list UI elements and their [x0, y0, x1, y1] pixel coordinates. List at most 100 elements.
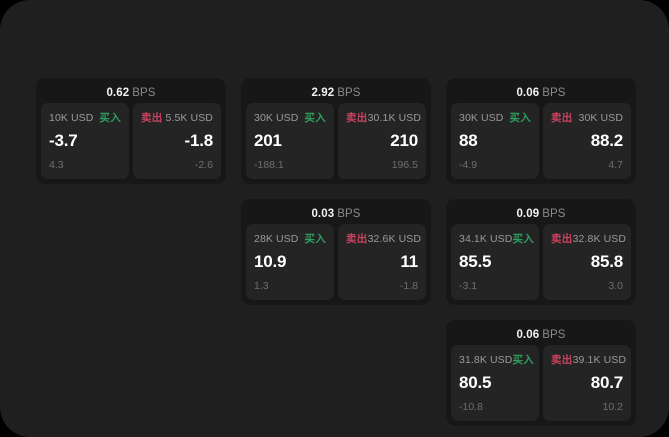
column-3: 0.06 BPS 30K USD 买入 88 -4.9 卖出 30K USD 88.2 4.7 0.… — [446, 78, 636, 426]
sell-panel[interactable]: 卖出 30K USD 88.2 4.7 — [543, 103, 631, 179]
bps-card-board: 0.62 BPS 10K USD 买入 -3.7 4.3 卖出 5.5K USD -1.8 -2.… — [36, 78, 636, 426]
buy-size-label: 28K USD — [254, 233, 299, 245]
side-row: 10K USD 买入 -3.7 4.3 卖出 5.5K USD -1.8 -2.6 — [41, 103, 221, 179]
sell-delta: -2.6 — [194, 159, 213, 171]
side-row: 30K USD 买入 88 -4.9 卖出 30K USD 88.2 4.7 — [451, 103, 631, 179]
bps-unit-label: BPS — [337, 87, 361, 99]
column-2: 2.92 BPS 30K USD 买入 201 -188.1 卖出 30.1K USD 210 1… — [241, 78, 431, 305]
panel-header: 28K USD 买入 — [254, 231, 326, 245]
buy-tag: 买入 — [512, 354, 535, 366]
card-0-03[interactable]: 0.03 BPS 28K USD 买入 10.9 1.3 卖出 32.6K USD 11 -1.8 — [241, 199, 431, 305]
buy-size-label: 31.8K USD — [459, 354, 513, 366]
buy-delta: -10.8 — [459, 401, 483, 413]
sell-size-label: 5.5K USD — [165, 112, 213, 124]
buy-delta: -188.1 — [254, 159, 284, 171]
bps-value: 0.09 — [516, 208, 540, 220]
buy-delta: -3.1 — [459, 280, 478, 292]
sell-tag: 卖出 — [141, 112, 163, 124]
bps-header: 2.92 BPS — [246, 83, 426, 103]
sell-tag: 卖出 — [551, 233, 573, 245]
sell-tag: 卖出 — [551, 354, 573, 366]
buy-tag: 买入 — [509, 112, 531, 124]
panel-header: 卖出 32.6K USD — [346, 231, 422, 245]
panel-header: 卖出 39.1K USD — [551, 352, 627, 366]
buy-price: 10.9 — [254, 252, 287, 271]
bps-unit-label: BPS — [542, 208, 566, 220]
panel-header: 34.1K USD 买入 — [459, 231, 535, 245]
bps-unit-label: BPS — [542, 329, 566, 341]
card-0-62[interactable]: 0.62 BPS 10K USD 买入 -3.7 4.3 卖出 5.5K USD -1.8 -2.… — [36, 78, 226, 184]
buy-panel[interactable]: 28K USD 买入 10.9 1.3 — [246, 224, 334, 300]
buy-tag: 买入 — [304, 112, 326, 124]
panel-header: 卖出 5.5K USD — [141, 110, 213, 124]
bps-value: 0.06 — [516, 329, 540, 341]
card-0-09[interactable]: 0.09 BPS 34.1K USD 买入 85.5 -3.1 卖出 32.8K USD 85.… — [446, 199, 636, 305]
card-0-06-b[interactable]: 0.06 BPS 31.8K USD 买入 80.5 -10.8 卖出 39.1K USD 80… — [446, 320, 636, 426]
buy-size-label: 30K USD — [459, 112, 504, 124]
sell-price: 88.2 — [590, 131, 623, 150]
sell-tag: 卖出 — [346, 112, 368, 124]
bps-unit-label: BPS — [542, 87, 566, 99]
bps-unit-label: BPS — [132, 87, 156, 99]
sell-size-label: 32.6K USD — [367, 233, 422, 245]
card-2-92[interactable]: 2.92 BPS 30K USD 买入 201 -188.1 卖出 30.1K USD 210 1… — [241, 78, 431, 184]
sell-delta: -1.8 — [399, 280, 418, 292]
buy-tag: 买入 — [512, 233, 535, 245]
sell-size-label: 39.1K USD — [572, 354, 627, 366]
side-row: 28K USD 买入 10.9 1.3 卖出 32.6K USD 11 -1.8 — [246, 224, 426, 300]
panel-header: 30K USD 买入 — [254, 110, 326, 124]
buy-size-label: 34.1K USD — [459, 233, 513, 245]
buy-panel[interactable]: 31.8K USD 买入 80.5 -10.8 — [451, 345, 539, 421]
sell-panel[interactable]: 卖出 5.5K USD -1.8 -2.6 — [133, 103, 221, 179]
sell-price: 80.7 — [590, 373, 623, 392]
bps-value: 0.62 — [106, 87, 130, 99]
buy-panel[interactable]: 30K USD 买入 88 -4.9 — [451, 103, 539, 179]
buy-tag: 买入 — [304, 233, 326, 245]
sell-price: 85.8 — [590, 252, 623, 271]
buy-price: -3.7 — [49, 131, 78, 150]
sell-delta: 3.0 — [608, 280, 623, 292]
buy-tag: 买入 — [99, 112, 121, 124]
bps-value: 0.06 — [516, 87, 540, 99]
side-row: 30K USD 买入 201 -188.1 卖出 30.1K USD 210 196.5 — [246, 103, 426, 179]
bps-header: 0.09 BPS — [451, 204, 631, 224]
buy-delta: 1.3 — [254, 280, 269, 292]
buy-price: 88 — [459, 131, 478, 150]
panel-header: 卖出 30.1K USD — [346, 110, 422, 124]
buy-panel[interactable]: 30K USD 买入 201 -188.1 — [246, 103, 334, 179]
buy-size-label: 30K USD — [254, 112, 299, 124]
buy-delta: -4.9 — [459, 159, 478, 171]
bps-unit-label: BPS — [337, 208, 361, 220]
sell-delta: 196.5 — [391, 159, 418, 171]
sell-delta: 10.2 — [602, 401, 623, 413]
buy-price: 201 — [254, 131, 282, 150]
bps-header: 0.62 BPS — [41, 83, 221, 103]
panel-header: 卖出 30K USD — [551, 110, 623, 124]
panel-header: 卖出 32.8K USD — [551, 231, 627, 245]
buy-panel[interactable]: 10K USD 买入 -3.7 4.3 — [41, 103, 129, 179]
buy-panel[interactable]: 34.1K USD 买入 85.5 -3.1 — [451, 224, 539, 300]
bps-value: 2.92 — [311, 87, 335, 99]
sell-tag: 卖出 — [551, 112, 573, 124]
sell-panel[interactable]: 卖出 39.1K USD 80.7 10.2 — [543, 345, 631, 421]
buy-size-label: 10K USD — [49, 112, 94, 124]
side-row: 31.8K USD 买入 80.5 -10.8 卖出 39.1K USD 80.7 10.2 — [451, 345, 631, 421]
panel-header: 31.8K USD 买入 — [459, 352, 535, 366]
sell-price: 11 — [400, 252, 418, 271]
bps-value: 0.03 — [311, 208, 335, 220]
sell-tag: 卖出 — [346, 233, 368, 245]
column-1: 0.62 BPS 10K USD 买入 -3.7 4.3 卖出 5.5K USD -1.8 -2.… — [36, 78, 226, 184]
sell-size-label: 30.1K USD — [367, 112, 422, 124]
buy-price: 85.5 — [459, 252, 492, 271]
buy-price: 80.5 — [459, 373, 492, 392]
panel-header: 10K USD 买入 — [49, 110, 121, 124]
buy-delta: 4.3 — [49, 159, 64, 171]
sell-panel[interactable]: 卖出 32.6K USD 11 -1.8 — [338, 224, 426, 300]
card-0-06-a[interactable]: 0.06 BPS 30K USD 买入 88 -4.9 卖出 30K USD 88.2 4.7 — [446, 78, 636, 184]
sell-size-label: 32.8K USD — [572, 233, 627, 245]
panel-header: 30K USD 买入 — [459, 110, 531, 124]
bps-header: 0.06 BPS — [451, 325, 631, 345]
sell-panel[interactable]: 卖出 30.1K USD 210 196.5 — [338, 103, 426, 179]
sell-panel[interactable]: 卖出 32.8K USD 85.8 3.0 — [543, 224, 631, 300]
